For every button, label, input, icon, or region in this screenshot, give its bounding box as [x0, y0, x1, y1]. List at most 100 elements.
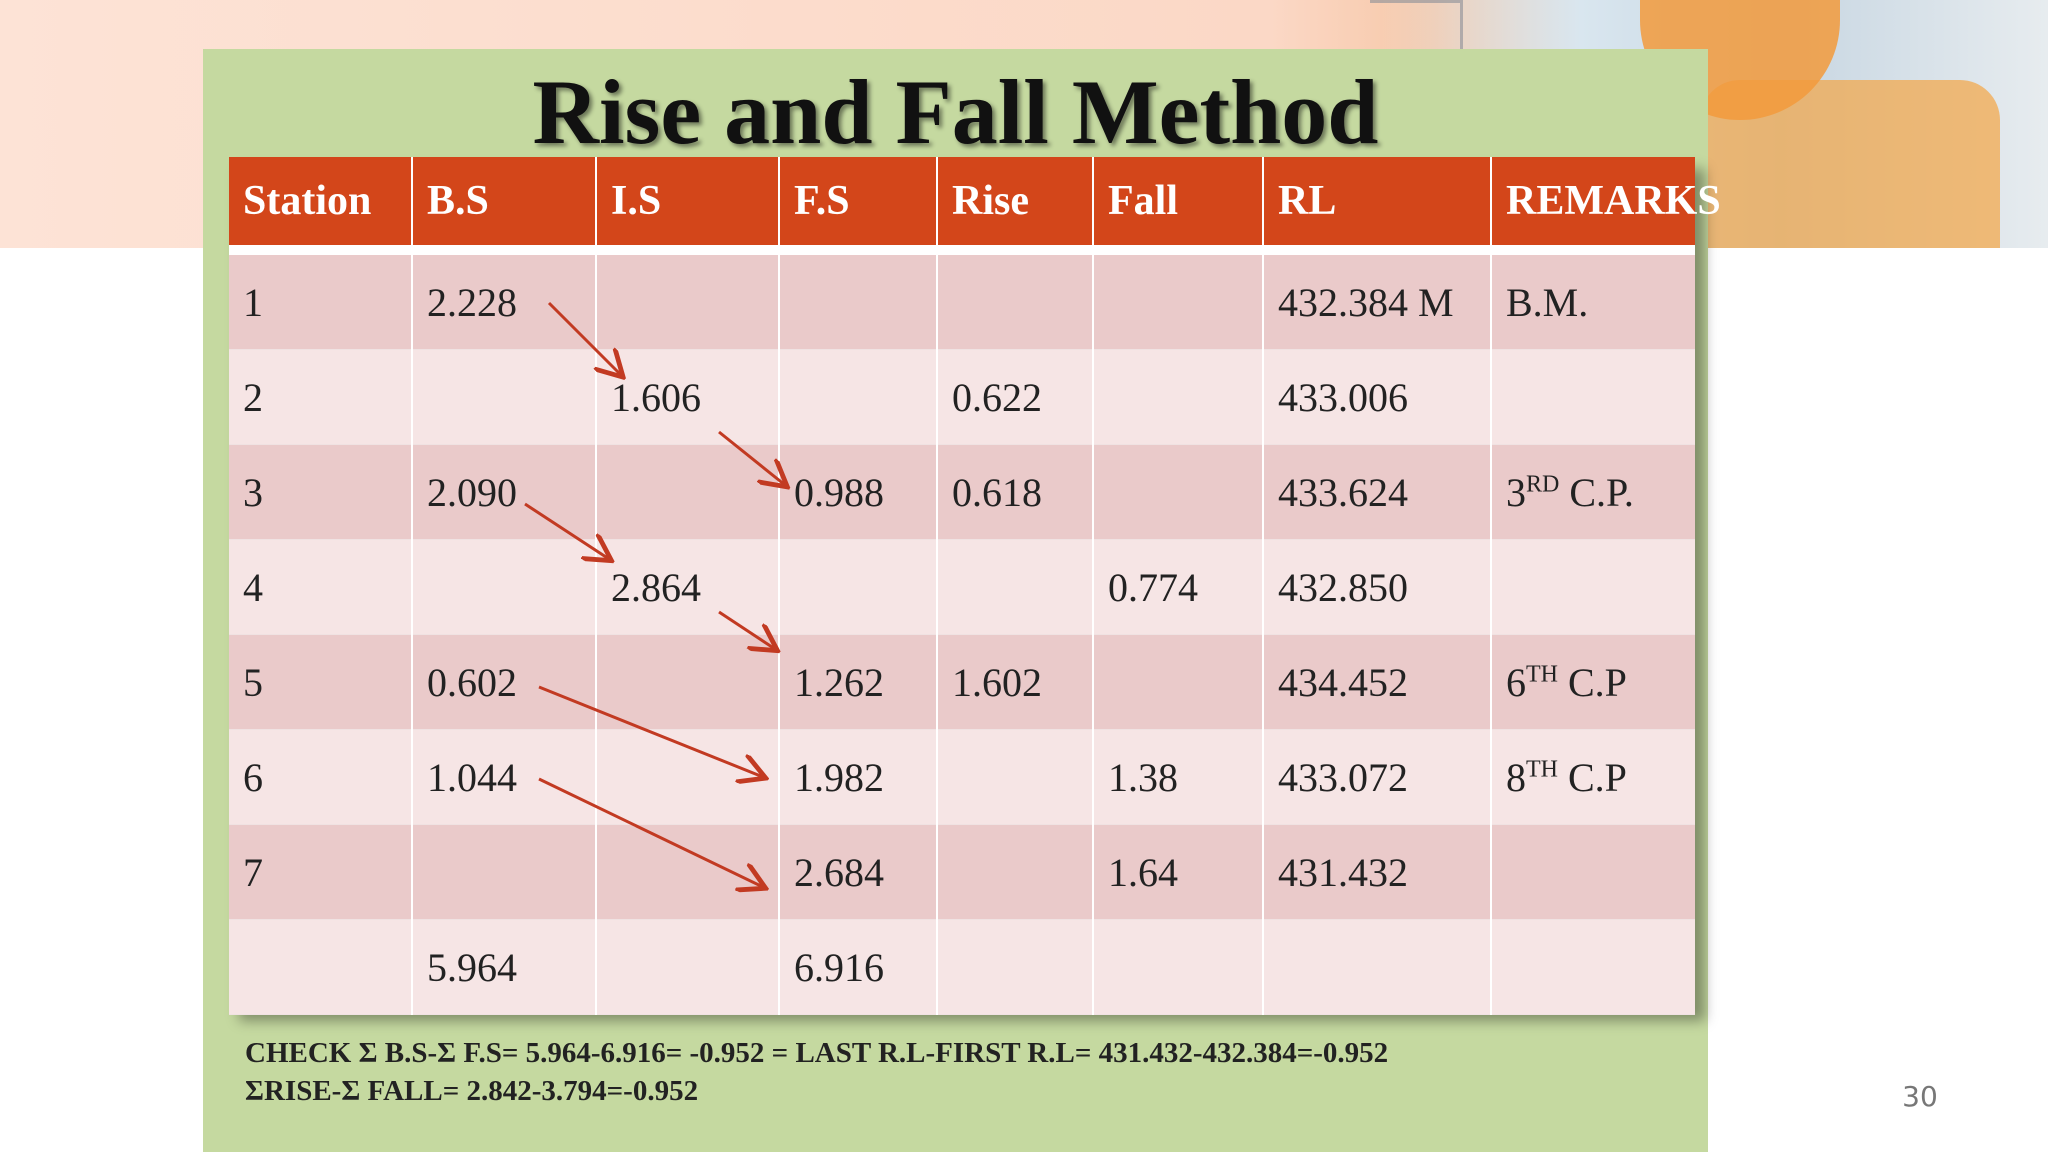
- cell-bs: 2.090: [412, 444, 597, 540]
- cell-is: 2.864: [596, 539, 780, 635]
- cell-fall: 0.774: [1093, 539, 1264, 635]
- cell-is: 1.606: [596, 349, 780, 445]
- cell-rise: [937, 919, 1094, 1015]
- levelling-table-container: Station B.S I.S F.S Rise Fall RL REMARKS…: [229, 157, 1721, 1015]
- cell-is: [596, 729, 780, 825]
- cell-station: 5: [229, 634, 413, 730]
- cell-station: 7: [229, 824, 413, 920]
- remarks-suffix: C.P: [1558, 659, 1627, 705]
- cell-station: 2: [229, 349, 413, 445]
- check-line-2: ΣRISE-Σ FALL= 2.842-3.794=-0.952: [245, 1075, 699, 1107]
- cell-fall: [1093, 250, 1264, 350]
- cell-fs: 6.916: [779, 919, 938, 1015]
- cell-fall: 1.64: [1093, 824, 1264, 920]
- remarks-text: B.M.: [1506, 279, 1589, 325]
- cell-rl: 433.624: [1263, 444, 1492, 540]
- table-row: 7 2.684 1.64 431.432: [229, 824, 1695, 920]
- cell-fs: 1.262: [779, 634, 938, 730]
- remarks-superscript: RD: [1526, 471, 1560, 498]
- remarks-suffix: C.P: [1558, 754, 1627, 800]
- cell-fs: [779, 349, 938, 445]
- cell-rise: [937, 250, 1094, 350]
- remarks-text: 8: [1506, 754, 1526, 800]
- cell-rl: 433.006: [1263, 349, 1492, 445]
- column-header: REMARKS: [1491, 157, 1721, 255]
- cell-remarks: 8TH C.P: [1491, 729, 1695, 825]
- cell-is: [596, 250, 780, 350]
- remarks-suffix: C.P.: [1559, 469, 1634, 515]
- check-calculation: CHECK Σ B.S-Σ F.S= 5.964-6.916= -0.952 =…: [245, 1034, 1665, 1110]
- cell-is: [596, 444, 780, 540]
- cell-rise: 1.602: [937, 634, 1094, 730]
- column-header: B.S: [412, 157, 597, 255]
- cell-rise: [937, 539, 1094, 635]
- check-line-1: CHECK Σ B.S-Σ F.S= 5.964-6.916= -0.952 =…: [245, 1037, 1389, 1069]
- cell-fall: 1.38: [1093, 729, 1264, 825]
- table-row: 2 1.606 0.622 433.006: [229, 349, 1695, 445]
- column-header: I.S: [596, 157, 780, 255]
- cell-fall: [1093, 444, 1264, 540]
- cell-rise: 0.618: [937, 444, 1094, 540]
- cell-fs: [779, 539, 938, 635]
- cell-remarks: 3RD C.P.: [1491, 444, 1695, 540]
- cell-remarks: [1491, 824, 1695, 920]
- cell-rl: [1263, 919, 1492, 1015]
- cell-remarks: 6TH C.P: [1491, 634, 1695, 730]
- cell-fall: [1093, 634, 1264, 730]
- cell-fs: [779, 250, 938, 350]
- cell-rise: [937, 824, 1094, 920]
- cell-rl: 433.072: [1263, 729, 1492, 825]
- slide-title: Rise and Fall Method: [532, 61, 1379, 163]
- table-row: 1 2.228 432.384 M B.M.: [229, 250, 1695, 350]
- table-row: 5.964 6.916: [229, 919, 1695, 1015]
- page-number: 30: [1902, 1080, 1938, 1113]
- remarks-text: 3: [1506, 469, 1526, 515]
- cell-bs: [412, 349, 597, 445]
- remarks-text: 6: [1506, 659, 1526, 705]
- cell-remarks: B.M.: [1491, 250, 1695, 350]
- remarks-superscript: TH: [1526, 756, 1558, 783]
- cell-station: [229, 919, 413, 1015]
- cell-bs: 2.228: [412, 250, 597, 350]
- cell-rl: 431.432: [1263, 824, 1492, 920]
- table-row: 3 2.090 0.988 0.618 433.624 3RD C.P.: [229, 444, 1695, 540]
- cell-fs: 0.988: [779, 444, 938, 540]
- cell-station: 1: [229, 250, 413, 350]
- crane-graphic: [1370, 0, 1463, 63]
- cell-station: 6: [229, 729, 413, 825]
- table-header-row: Station B.S I.S F.S Rise Fall RL REMARKS: [229, 157, 1721, 255]
- column-header: F.S: [779, 157, 938, 255]
- cell-rise: [937, 729, 1094, 825]
- cell-rl: 434.452: [1263, 634, 1492, 730]
- cell-fs: 2.684: [779, 824, 938, 920]
- cell-rise: 0.622: [937, 349, 1094, 445]
- cell-remarks: [1491, 539, 1695, 635]
- table-row: 5 0.602 1.262 1.602 434.452 6TH C.P: [229, 634, 1695, 730]
- cell-is: [596, 824, 780, 920]
- column-header: Rise: [937, 157, 1094, 255]
- cell-station: 3: [229, 444, 413, 540]
- column-header: Fall: [1093, 157, 1264, 255]
- cell-remarks: [1491, 919, 1695, 1015]
- cell-station: 4: [229, 539, 413, 635]
- cell-fall: [1093, 349, 1264, 445]
- cell-fs: 1.982: [779, 729, 938, 825]
- cell-is: [596, 634, 780, 730]
- cell-remarks: [1491, 349, 1695, 445]
- cell-bs: [412, 539, 597, 635]
- cell-bs: 1.044: [412, 729, 597, 825]
- cell-is: [596, 919, 780, 1015]
- cell-rl: 432.850: [1263, 539, 1492, 635]
- cell-bs: 0.602: [412, 634, 597, 730]
- table-row: 6 1.044 1.982 1.38 433.072 8TH C.P: [229, 729, 1695, 825]
- table-body: 1 2.228 432.384 M B.M. 2 1.606 0.622 433.006 3 2.…: [229, 250, 1695, 1015]
- cell-rl: 432.384 M: [1263, 250, 1492, 350]
- cell-bs: [412, 824, 597, 920]
- remarks-superscript: TH: [1526, 661, 1558, 688]
- column-header: Station: [229, 157, 413, 255]
- cell-fall: [1093, 919, 1264, 1015]
- table-row: 4 2.864 0.774 432.850: [229, 539, 1695, 635]
- levelling-table: Station B.S I.S F.S Rise Fall RL REMARKS…: [229, 157, 1721, 1015]
- column-header: RL: [1263, 157, 1492, 255]
- cell-bs: 5.964: [412, 919, 597, 1015]
